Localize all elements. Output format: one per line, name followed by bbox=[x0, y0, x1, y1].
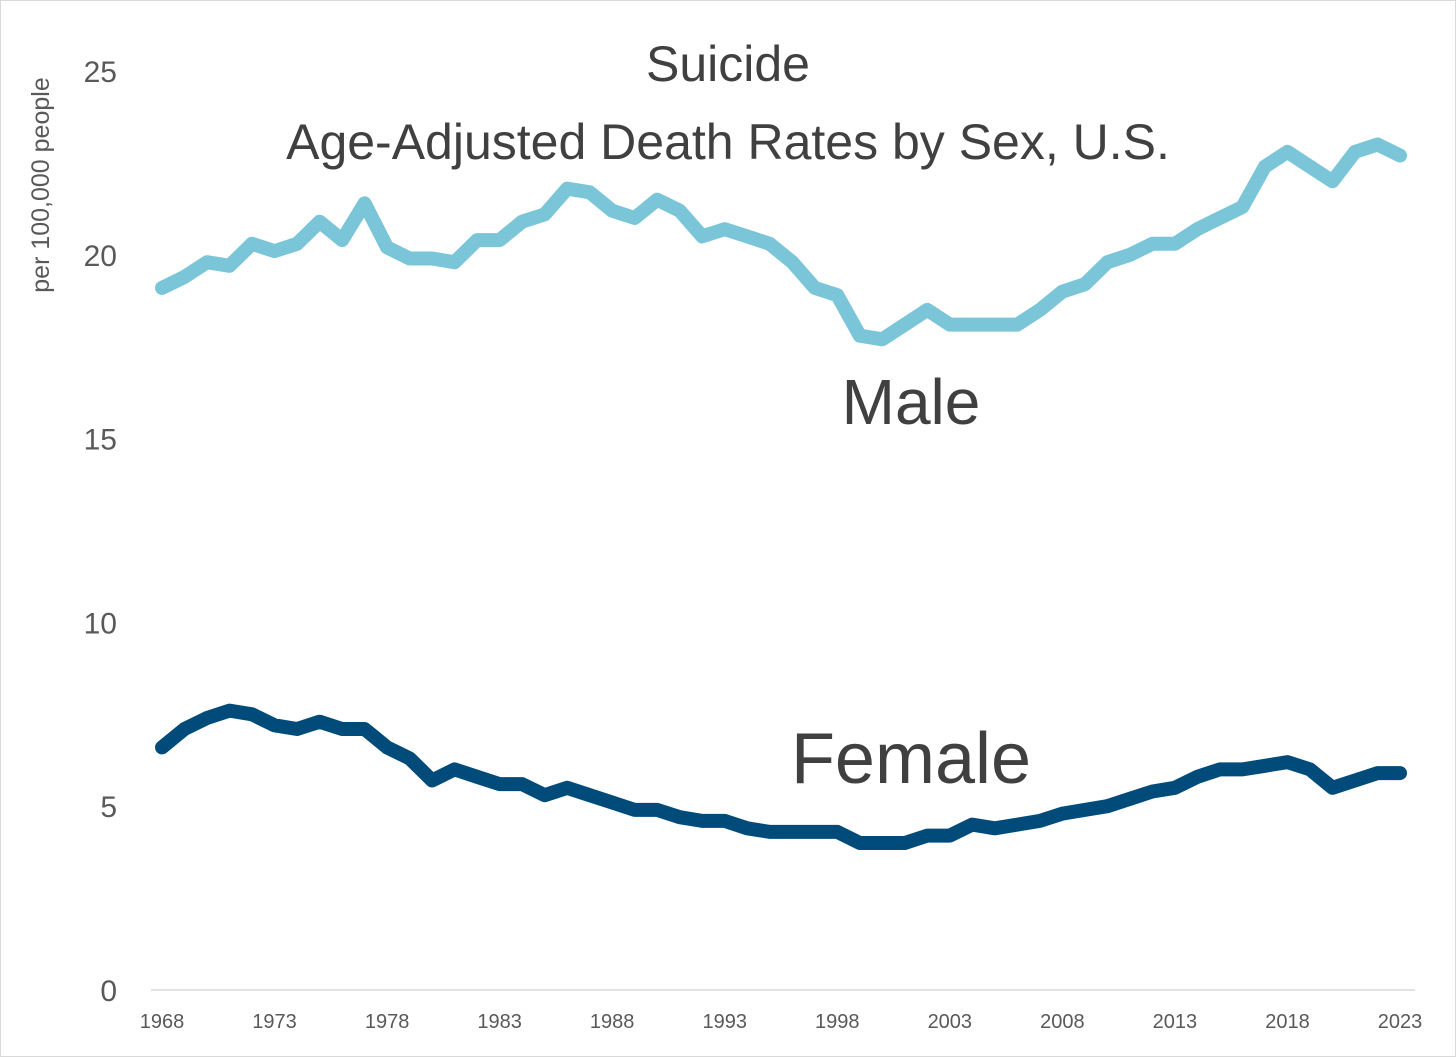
series-line-male bbox=[155, 137, 1407, 347]
y-axis-label-group: per 100,000 people bbox=[27, 77, 55, 292]
chart-title: Suicide bbox=[646, 36, 810, 92]
x-tick-label: 1978 bbox=[365, 1011, 410, 1033]
y-tick-label: 0 bbox=[100, 975, 117, 1008]
x-tick-label: 2013 bbox=[1153, 1011, 1198, 1033]
x-tick-label: 1998 bbox=[815, 1011, 860, 1033]
y-tick-label: 25 bbox=[84, 56, 117, 89]
x-axis-ticks: 1968 1973 1978 1983 1988 1993 1998 2003 2008 2013… bbox=[140, 1011, 1423, 1033]
x-tick-label: 1988 bbox=[590, 1011, 635, 1033]
series-line-female bbox=[155, 703, 1407, 850]
y-tick-label: 15 bbox=[84, 424, 117, 457]
y-tick-label: 10 bbox=[84, 607, 117, 640]
series-label-female: Female bbox=[791, 719, 1031, 799]
x-tick-label: 2003 bbox=[928, 1011, 973, 1033]
x-tick-label: 2008 bbox=[1040, 1011, 1085, 1033]
y-axis-label: per 100,000 people bbox=[27, 77, 55, 292]
x-tick-label: 1968 bbox=[140, 1011, 185, 1033]
x-tick-label: 1993 bbox=[702, 1011, 747, 1033]
series-lines bbox=[155, 137, 1407, 850]
y-tick-label: 5 bbox=[100, 791, 117, 824]
series-label-male: Male bbox=[842, 366, 981, 438]
chart-subtitle: Age-Adjusted Death Rates by Sex, U.S. bbox=[286, 114, 1170, 170]
x-tick-label: 1983 bbox=[477, 1011, 522, 1033]
y-axis-ticks: 0 5 10 15 20 25 bbox=[84, 56, 117, 1008]
y-tick-label: 20 bbox=[84, 240, 117, 273]
x-tick-label: 1973 bbox=[252, 1011, 297, 1033]
x-tick-label: 2023 bbox=[1378, 1011, 1423, 1033]
x-tick-label: 2018 bbox=[1265, 1011, 1310, 1033]
